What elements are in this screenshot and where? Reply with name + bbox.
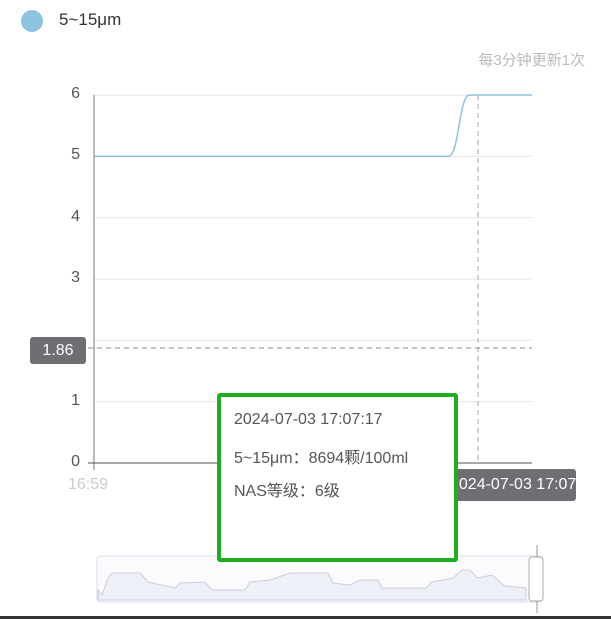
- legend-marker[interactable]: [21, 10, 43, 32]
- tooltip-time: 2024-07-03 17:07:17: [234, 411, 383, 428]
- tooltip: 2024-07-03 17:07:17 5~15μm：8694颗/100ml N…: [217, 393, 458, 562]
- y-tick-label: 0: [71, 453, 80, 470]
- y-tick-label: 6: [71, 85, 80, 102]
- y-tick-label: 4: [71, 207, 80, 225]
- slider-handle[interactable]: [528, 556, 544, 602]
- slider-preview: [97, 569, 527, 601]
- y-tick-label: 1: [71, 391, 80, 409]
- tooltip-level: NAS等级：6级: [234, 483, 340, 500]
- series-line: [94, 94, 532, 158]
- legend-label[interactable]: 5~15μm: [59, 10, 122, 29]
- data-zoom-slider[interactable]: [96, 545, 544, 613]
- crosshair-x-label: 2024-07-03 17:07:17: [450, 469, 576, 501]
- y-tick-label: 3: [71, 269, 80, 286]
- x-tick-label: 16:59: [68, 476, 109, 493]
- crosshair-y-label: 1.86: [30, 337, 86, 364]
- y-tick-label: 5: [71, 146, 80, 164]
- tooltip-value: 5~15μm：8694颗/100ml: [234, 450, 409, 467]
- bottom-border: [0, 616, 611, 619]
- update-note: 每3分钟更新1次: [478, 52, 585, 69]
